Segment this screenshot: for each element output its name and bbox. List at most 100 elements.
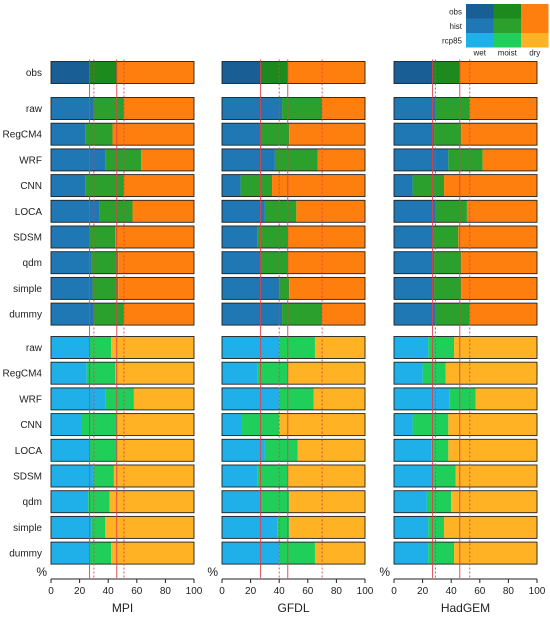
bar-outline-mpi-hist-cnn	[50, 174, 195, 198]
bar-outline-gfdl-hist-simple	[221, 276, 366, 300]
bar-outline-gfdl-rcp85-qdm	[221, 490, 366, 514]
bar-mpi-hist-simple-wet	[51, 277, 93, 300]
bar-outline-gfdl-obs-obs	[221, 61, 366, 84]
row-label-rcp85-regcm4: RegCM4	[3, 369, 43, 380]
legend-swatch-obs-moist	[493, 4, 521, 19]
bar-hadgem-hist-regcm4-wet	[394, 123, 435, 146]
bar-gfdl-hist-wrf-wet	[222, 148, 275, 171]
bar-outline-mpi-hist-regcm4	[50, 122, 195, 146]
bar-gfdl-rcp85-raw-dry	[314, 336, 365, 359]
bar-hadgem-rcp85-qdm-wet	[394, 490, 427, 513]
bar-gfdl-hist-loca-dry	[296, 200, 365, 223]
bar-mpi-rcp85-regcm4-moist	[86, 362, 116, 385]
bar-hadgem-hist-sdsm-wet	[394, 226, 433, 248]
bar-gfdl-rcp85-wrf-moist	[279, 387, 314, 410]
bar-gfdl-rcp85-loca-wet	[222, 439, 265, 462]
bar-gfdl-rcp85-wrf-dry	[313, 387, 365, 410]
bar-hadgem-hist-raw-wet	[394, 97, 436, 120]
bar-outline-hadgem-hist-loca	[393, 199, 538, 223]
bar-hadgem-rcp85-regcm4-moist	[422, 362, 446, 385]
bar-outline-mpi-hist-wrf	[50, 148, 195, 172]
bar-outline-mpi-rcp85-simple	[50, 515, 195, 539]
bar-gfdl-hist-qdm-moist	[260, 251, 288, 274]
bar-outline-hadgem-rcp85-raw	[393, 336, 538, 359]
bar-gfdl-rcp85-raw-moist	[279, 336, 315, 359]
bar-outline-gfdl-hist-loca	[221, 199, 366, 223]
bar-gfdl-rcp85-sdsm-dry	[287, 465, 365, 487]
row-label-hist-wrf: WRF	[19, 155, 42, 166]
bar-gfdl-hist-sdsm-moist	[257, 226, 288, 248]
legend-swatch-hist-wet	[466, 18, 494, 33]
bar-mpi-hist-simple-moist	[92, 277, 119, 300]
bar-outline-hadgem-rcp85-wrf	[393, 387, 538, 411]
bar-outline-mpi-rcp85-sdsm	[50, 464, 195, 488]
bar-hadgem-hist-cnn-dry	[444, 174, 537, 197]
x-tick-label-mpi-20: 20	[74, 586, 86, 597]
bar-mpi-rcp85-simple-dry	[105, 516, 194, 539]
legend-row-label-hist: hist	[450, 22, 463, 31]
bar-outline-gfdl-hist-sdsm	[221, 225, 366, 249]
bar-hadgem-rcp85-sdsm-wet	[394, 465, 435, 487]
bar-gfdl-hist-raw-moist	[282, 97, 323, 120]
bar-gfdl-rcp85-regcm4-dry	[287, 362, 365, 385]
bar-outline-mpi-obs-obs	[50, 61, 195, 84]
bar-outline-hadgem-hist-raw	[393, 97, 538, 120]
bar-outline-gfdl-rcp85-loca	[221, 438, 366, 462]
bar-mpi-rcp85-cnn-moist	[81, 413, 117, 436]
bar-gfdl-rcp85-simple-dry	[289, 516, 365, 539]
legend-row-label-rcp85: rcp85	[442, 36, 463, 45]
bar-outline-gfdl-hist-wrf	[221, 148, 366, 172]
x-tick-label-gfdl-60: 60	[302, 586, 314, 597]
bar-gfdl-rcp85-dummy-wet	[222, 542, 280, 565]
bar-hadgem-rcp85-dummy-dry	[454, 542, 537, 565]
bar-hadgem-hist-sdsm-moist	[432, 226, 459, 248]
bar-mpi-rcp85-qdm-wet	[51, 490, 89, 513]
bar-outline-gfdl-hist-cnn	[221, 174, 366, 198]
bar-gfdl-rcp85-dummy-moist	[279, 542, 315, 565]
bar-hadgem-hist-qdm-dry	[461, 251, 537, 274]
bar-hadgem-rcp85-cnn-wet	[394, 413, 413, 436]
bar-hadgem-hist-regcm4-moist	[434, 123, 462, 146]
bar-outline-mpi-hist-simple	[50, 276, 195, 300]
bar-outline-hadgem-hist-cnn	[393, 174, 538, 198]
bar-mpi-rcp85-dummy-moist	[89, 542, 112, 565]
bar-outline-mpi-rcp85-wrf	[50, 387, 195, 411]
bar-outline-hadgem-hist-wrf	[393, 148, 538, 172]
row-label-rcp85-dummy: dummy	[9, 549, 42, 560]
bar-outline-gfdl-rcp85-sdsm	[221, 464, 366, 488]
x-tick-label-gfdl-100: 100	[357, 586, 374, 597]
x-tick-label-hadgem-40: 40	[446, 586, 458, 597]
bar-mpi-hist-raw-moist	[93, 97, 124, 120]
bar-mpi-rcp85-raw-moist	[89, 336, 112, 359]
bar-mpi-hist-dummy-wet	[51, 303, 94, 326]
bar-gfdl-hist-wrf-dry	[317, 148, 365, 171]
row-label-rcp85-raw: raw	[26, 343, 43, 354]
bar-hadgem-hist-wrf-wet	[394, 148, 449, 171]
bar-hadgem-hist-wrf-dry	[482, 148, 537, 171]
bar-outline-hadgem-rcp85-sdsm	[393, 464, 538, 488]
row-label-hist-regcm4: RegCM4	[3, 130, 43, 141]
bar-gfdl-rcp85-sdsm-wet	[222, 465, 258, 487]
row-label-hist-cnn: CNN	[20, 181, 42, 192]
bar-gfdl-hist-regcm4-moist	[260, 123, 290, 146]
bar-hadgem-obs-obs-wet	[394, 61, 433, 84]
bar-outline-mpi-rcp85-loca	[50, 438, 195, 462]
x-tick-label-gfdl-80: 80	[331, 586, 343, 597]
bar-mpi-rcp85-qdm-moist	[88, 490, 110, 513]
bar-gfdl-hist-regcm4-wet	[222, 123, 261, 146]
legend-col-label-dry: dry	[529, 49, 540, 58]
bar-mpi-obs-obs-dry	[116, 61, 194, 84]
row-label-hist-simple: simple	[13, 284, 42, 295]
bar-gfdl-hist-loca-moist	[264, 200, 297, 223]
bar-mpi-hist-qdm-dry	[118, 251, 194, 274]
panel-title-gfdl: GFDL	[277, 601, 309, 615]
legend-swatch-rcp85-dry	[521, 33, 549, 48]
bar-mpi-rcp85-simple-moist	[91, 516, 106, 539]
bar-hadgem-rcp85-sdsm-moist	[434, 465, 456, 487]
bar-hadgem-rcp85-cnn-moist	[412, 413, 449, 436]
x-tick-label-hadgem-20: 20	[417, 586, 429, 597]
bar-outline-hadgem-hist-qdm	[393, 251, 538, 275]
bar-hadgem-rcp85-regcm4-dry	[445, 362, 537, 385]
panel-title-hadgem: HadGEM	[441, 601, 490, 615]
